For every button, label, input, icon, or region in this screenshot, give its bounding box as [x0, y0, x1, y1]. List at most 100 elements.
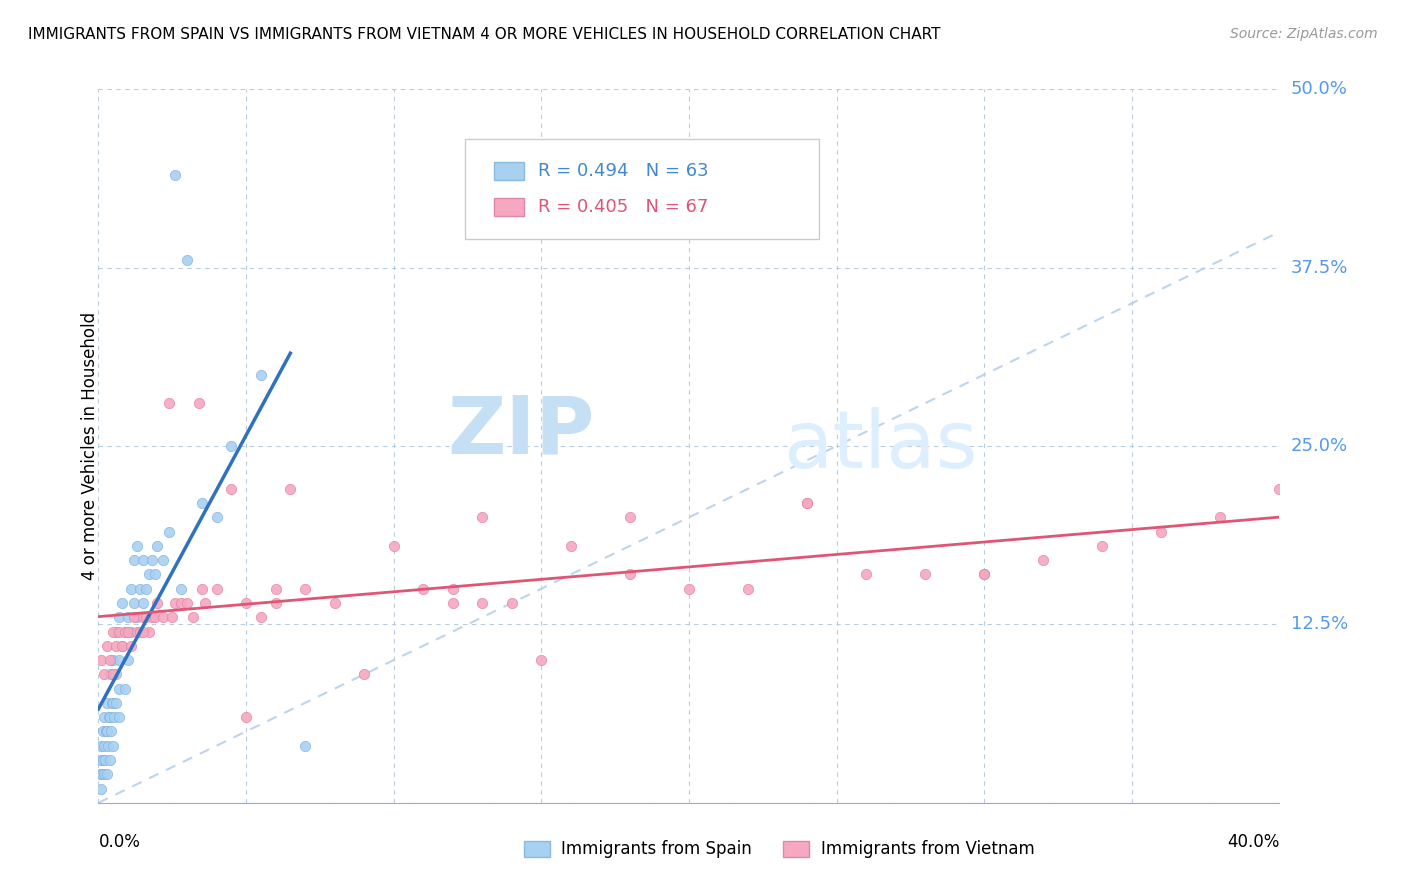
Point: [294, 582, 316, 596]
Point: [194, 596, 217, 610]
Point: [141, 553, 163, 567]
Point: [103, 624, 125, 639]
Point: [138, 567, 160, 582]
Point: [122, 610, 145, 624]
Point: [93, 710, 115, 724]
Point: [250, 368, 273, 382]
Point: [560, 539, 582, 553]
Point: [111, 596, 134, 610]
Point: [135, 610, 157, 624]
Point: [143, 610, 166, 624]
Point: [103, 667, 125, 681]
Point: [103, 696, 125, 710]
Point: [170, 596, 193, 610]
Point: [103, 739, 125, 753]
Point: [91, 724, 114, 739]
Point: [117, 610, 139, 624]
Point: [132, 596, 155, 610]
Point: [103, 710, 125, 724]
Point: [103, 653, 125, 667]
Point: [264, 582, 287, 596]
Point: [97, 710, 120, 724]
Point: [122, 596, 145, 610]
Y-axis label: 4 or more Vehicles in Household: 4 or more Vehicles in Household: [82, 312, 98, 580]
Point: [125, 539, 148, 553]
Point: [125, 624, 148, 639]
Point: [90, 781, 112, 796]
Point: [441, 582, 464, 596]
Point: [323, 596, 346, 610]
Text: ZIP: ZIP: [447, 392, 595, 471]
Text: 40.0%: 40.0%: [1227, 833, 1279, 851]
Point: [471, 510, 494, 524]
Point: [122, 553, 145, 567]
Point: [114, 624, 136, 639]
Point: [235, 596, 257, 610]
Point: [796, 496, 818, 510]
Point: [128, 624, 150, 639]
Point: [278, 482, 302, 496]
Point: [132, 624, 155, 639]
Text: Immigrants from Vietnam: Immigrants from Vietnam: [821, 840, 1035, 858]
Point: [165, 168, 187, 182]
Point: [117, 624, 139, 639]
Point: [108, 653, 131, 667]
Point: [120, 639, 142, 653]
Point: [353, 667, 375, 681]
Point: [128, 582, 150, 596]
Point: [796, 496, 818, 510]
Point: [219, 482, 242, 496]
Point: [1150, 524, 1173, 539]
Text: R = 0.405   N = 67: R = 0.405 N = 67: [537, 198, 709, 216]
Point: [219, 439, 242, 453]
Point: [108, 681, 131, 696]
Text: 37.5%: 37.5%: [1291, 259, 1348, 277]
Point: [90, 753, 112, 767]
Point: [93, 667, 115, 681]
Point: [120, 582, 142, 596]
Point: [105, 639, 128, 653]
Point: [98, 653, 121, 667]
Text: 0.0%: 0.0%: [98, 833, 141, 851]
Point: [96, 639, 118, 653]
Point: [146, 596, 169, 610]
Point: [181, 610, 204, 624]
Point: [100, 724, 122, 739]
Text: 12.5%: 12.5%: [1291, 615, 1348, 633]
Point: [111, 639, 134, 653]
Point: [235, 710, 257, 724]
Point: [191, 582, 214, 596]
Point: [90, 653, 112, 667]
Text: 25.0%: 25.0%: [1291, 437, 1348, 455]
Point: [96, 767, 118, 781]
Point: [143, 567, 166, 582]
Point: [973, 567, 995, 582]
Point: [91, 753, 114, 767]
Point: [855, 567, 877, 582]
Text: 50.0%: 50.0%: [1291, 80, 1347, 98]
Point: [165, 596, 187, 610]
Point: [96, 696, 118, 710]
Point: [530, 653, 553, 667]
Point: [170, 582, 193, 596]
Point: [90, 739, 112, 753]
Point: [94, 724, 117, 739]
Point: [114, 624, 136, 639]
Point: [382, 539, 405, 553]
Point: [619, 567, 641, 582]
Point: [294, 739, 316, 753]
Point: [205, 582, 228, 596]
Point: [105, 667, 128, 681]
Point: [114, 681, 136, 696]
Point: [1209, 510, 1232, 524]
Point: [152, 553, 174, 567]
Point: [191, 496, 214, 510]
Point: [98, 667, 121, 681]
Text: atlas: atlas: [783, 407, 977, 485]
Point: [98, 753, 121, 767]
Point: [97, 739, 120, 753]
Point: [138, 624, 160, 639]
Point: [91, 767, 114, 781]
Point: [441, 596, 464, 610]
Point: [146, 539, 169, 553]
